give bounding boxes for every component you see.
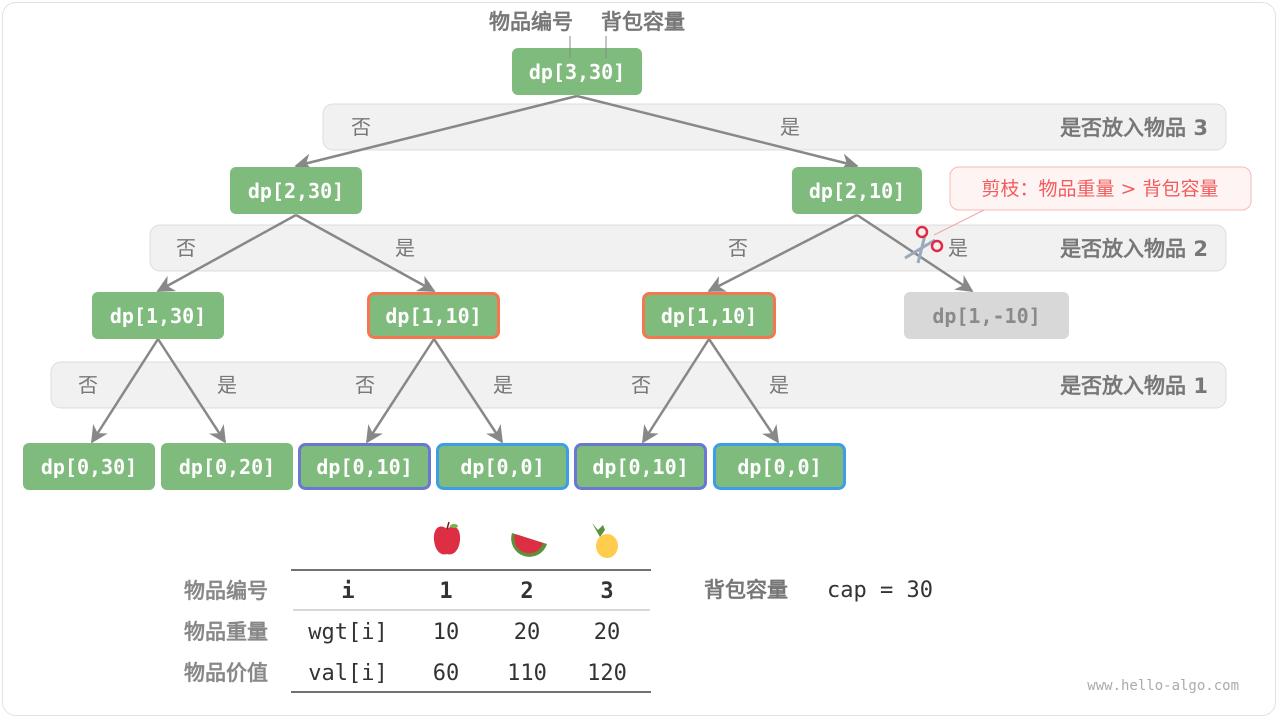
- branch-label-yes: 是: [769, 373, 789, 397]
- node-label: dp[3,30]: [529, 60, 625, 84]
- pineapple-icon: [592, 523, 618, 558]
- table-cell: 10: [433, 620, 460, 645]
- dp-node: dp[3,30]: [512, 48, 642, 95]
- node-label: dp[0,0]: [737, 455, 821, 479]
- capacity-annotation: 背包容量: [601, 10, 685, 34]
- branch-label-no: 否: [176, 236, 196, 260]
- table-cell: 120: [587, 661, 627, 686]
- prune-note: 剪枝：物品重量 > 背包容量: [982, 178, 1219, 200]
- branch-label-yes: 是: [948, 236, 968, 260]
- node-label: dp[1,-10]: [932, 304, 1040, 328]
- edge-arrow: [156, 213, 297, 293]
- node-box: [642, 292, 776, 339]
- decision-band: [322, 103, 1227, 151]
- decision-band: [50, 361, 1227, 409]
- dp-node-pruned: dp[1,-10]: [904, 292, 1069, 339]
- edge-arrow: [90, 338, 160, 444]
- band-title: 是否放入物品 1: [1060, 374, 1208, 398]
- edge-arrow: [365, 338, 436, 444]
- branch-label-no: 否: [631, 373, 651, 397]
- prune-note-pointer: [933, 209, 985, 236]
- node-box: [367, 292, 500, 339]
- dp-node: dp[0,0]: [436, 443, 569, 490]
- table-cell: 2: [520, 579, 533, 604]
- node-label: dp[0,30]: [41, 455, 137, 479]
- node-label: dp[0,20]: [179, 455, 275, 479]
- dp-node: dp[1,10]: [642, 292, 776, 339]
- branch-label-yes: 是: [217, 373, 237, 397]
- node-label: dp[1,30]: [110, 304, 206, 328]
- scissors-icon: [904, 225, 944, 264]
- capacity-label: 背包容量: [704, 578, 788, 602]
- branch-label-yes: 是: [395, 236, 415, 260]
- node-box: [298, 443, 431, 490]
- branch-label-yes: 是: [493, 373, 513, 397]
- dp-node: dp[2,30]: [230, 167, 362, 214]
- dp-node: dp[0,30]: [23, 443, 155, 490]
- edge-arrow: [294, 94, 578, 171]
- edge-arrow: [707, 338, 780, 444]
- edge-arrow: [641, 338, 711, 444]
- table-cell: 20: [594, 620, 621, 645]
- dp-node: dp[1,30]: [92, 292, 224, 339]
- node-label: dp[0,0]: [460, 455, 544, 479]
- node-box: [436, 443, 569, 490]
- capacity-expr: cap = 30: [827, 578, 933, 603]
- branch-label-yes: 是: [780, 115, 800, 139]
- node-box: [713, 443, 846, 490]
- node-box: [23, 443, 155, 490]
- dp-node: dp[0,10]: [574, 443, 707, 490]
- branch-label-no: 否: [355, 373, 375, 397]
- dp-node: dp[0,20]: [161, 443, 293, 490]
- item-index-annotation: 物品编号: [489, 10, 573, 34]
- watermark: www.hello-algo.com: [1087, 678, 1239, 694]
- row-header: 物品重量: [184, 620, 268, 644]
- dp-node: dp[1,10]: [367, 292, 500, 339]
- row-key: wgt[i]: [308, 620, 387, 645]
- branch-label-no: 否: [78, 373, 98, 397]
- table-cell: 110: [507, 661, 547, 686]
- dp-node: dp[2,10]: [792, 167, 922, 214]
- node-label: dp[1,10]: [661, 304, 757, 328]
- decision-band: [149, 224, 1227, 272]
- node-box: [574, 443, 707, 490]
- node-label: dp[0,10]: [316, 455, 412, 479]
- band-title: 是否放入物品 3: [1060, 116, 1208, 140]
- table-cell: 60: [433, 661, 460, 686]
- branch-label-no: 否: [728, 236, 748, 260]
- edge-arrow: [432, 338, 504, 444]
- node-label: dp[0,10]: [592, 455, 688, 479]
- edge-arrow: [156, 338, 227, 444]
- row-header: 物品价值: [184, 661, 268, 685]
- node-box: [230, 167, 362, 214]
- node-label: dp[2,10]: [809, 179, 905, 203]
- table-cell: 3: [600, 579, 613, 604]
- dp-node: dp[0,10]: [298, 443, 431, 490]
- table-cell: 20: [514, 620, 541, 645]
- node-box: [512, 48, 642, 95]
- apple-icon: [433, 521, 461, 555]
- row-header: 物品编号: [184, 579, 268, 603]
- edge-arrow: [295, 213, 436, 293]
- node-box: [904, 292, 1069, 339]
- row-key: val[i]: [308, 661, 387, 686]
- node-label: dp[2,30]: [248, 179, 344, 203]
- band-title: 是否放入物品 2: [1060, 237, 1208, 261]
- branch-label-no: 否: [351, 115, 371, 139]
- edge-arrow: [576, 94, 859, 171]
- prune-note-box: [949, 166, 1252, 211]
- dp-node: dp[0,0]: [713, 443, 846, 490]
- row-key: i: [341, 579, 354, 604]
- edge-arrow: [707, 213, 858, 293]
- table-cell: 1: [439, 579, 452, 604]
- node-box: [92, 292, 224, 339]
- node-label: dp[1,10]: [385, 304, 481, 328]
- watermelon-icon: [511, 533, 547, 557]
- node-box: [161, 443, 293, 490]
- node-box: [792, 167, 922, 214]
